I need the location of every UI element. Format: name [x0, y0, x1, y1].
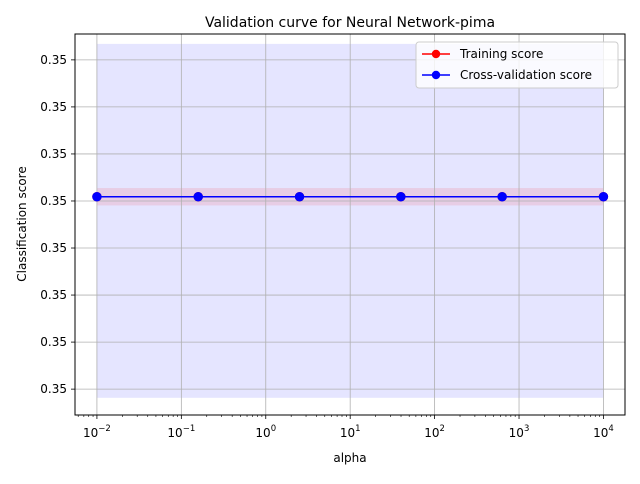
x-tick-label: 10−1: [167, 424, 195, 440]
y-tick-label: 0.35: [40, 382, 67, 396]
series-lines: [92, 192, 609, 202]
y-tick-label: 0.35: [40, 53, 67, 67]
x-tick-label: 103: [509, 424, 530, 440]
point-cross-validation: [92, 192, 102, 202]
x-tick-label: 100: [255, 424, 276, 440]
x-axis-label: alpha: [333, 451, 366, 465]
point-cross-validation: [598, 192, 609, 202]
x-tick-label: 10−2: [83, 424, 111, 440]
point-cross-validation: [396, 192, 406, 202]
y-axis-label: Classification score: [15, 166, 29, 281]
legend-label-training: Training score: [459, 47, 543, 61]
y-axis-ticks: 0.35 0.35 0.35 0.35 0.35 0.35 0.35 0.35: [40, 53, 75, 396]
y-tick-label: 0.35: [40, 288, 67, 302]
x-tick-label: 104: [593, 424, 614, 440]
point-cross-validation: [497, 192, 507, 202]
y-tick-label: 0.35: [40, 241, 67, 255]
point-cross-validation: [193, 192, 203, 202]
grid-lines: [75, 34, 625, 415]
x-tick-label: 101: [340, 424, 361, 440]
y-tick-label: 0.35: [40, 100, 67, 114]
legend-label-cross-validation: Cross-validation score: [460, 68, 592, 82]
chart-title: Validation curve for Neural Network-pima: [205, 15, 495, 31]
legend-marker-training: [431, 49, 441, 59]
legend-marker-cross-validation: [431, 70, 441, 80]
x-axis-ticks: 10−2 10−1 100 101 102 103 104: [77, 415, 614, 440]
y-tick-label: 0.35: [40, 194, 67, 208]
legend-box: [415, 41, 619, 89]
y-tick-label: 0.35: [40, 335, 67, 349]
x-tick-label: 102: [424, 424, 445, 440]
y-tick-label: 0.35: [40, 147, 67, 161]
point-cross-validation: [294, 192, 305, 202]
legend: Training score Cross-validation score: [415, 41, 619, 89]
